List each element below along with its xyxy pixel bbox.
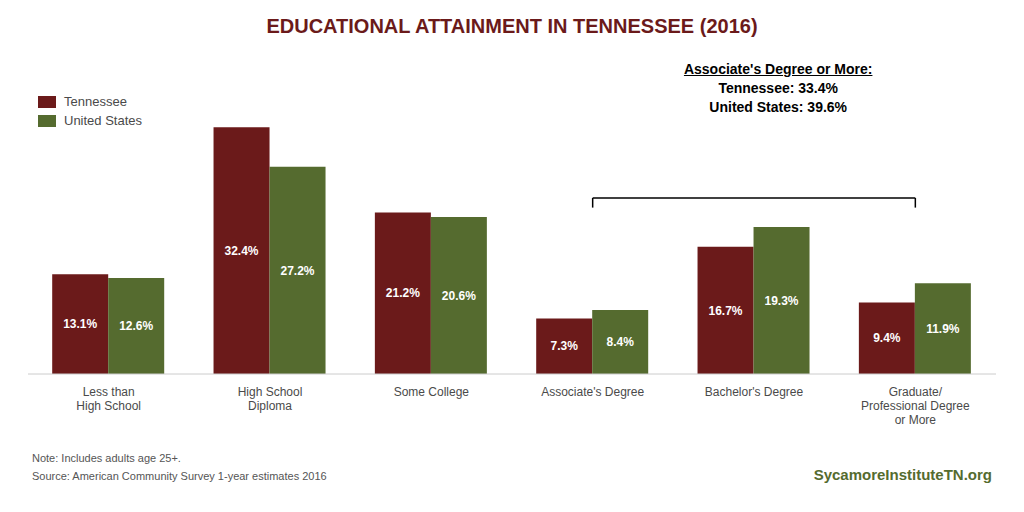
html-text:Tennessee: 33.4%: Tennessee: 33.4% — [718, 80, 838, 96]
html-text:Source: American Community Sur: Source: American Community Survey 1-year… — [32, 470, 327, 482]
html-text:EDUCATIONAL ATTAINMENT IN TENN: EDUCATIONAL ATTAINMENT IN TENNESSEE (201… — [266, 15, 758, 37]
html-text:United States: United States — [64, 113, 142, 128]
svg-text:Graduate/Professional Degreeor: Graduate/Professional Degreeor More — [861, 385, 970, 427]
svg-text:11.9%: 11.9% — [926, 322, 960, 336]
html-text:SycamoreInstituteTN.org: SycamoreInstituteTN.org — [813, 466, 992, 483]
html-text:Note: Includes adults age 25+.: Note: Includes adults age 25+. — [32, 452, 181, 464]
html-text:Associate's Degree or More:: Associate's Degree or More: — [683, 61, 873, 77]
svg-text:Less thanHigh School: Less thanHigh School — [76, 385, 141, 413]
svg-text:7.3%: 7.3% — [551, 339, 579, 353]
svg-text:Some College: Some College — [394, 385, 470, 399]
svg-text:27.2%: 27.2% — [281, 264, 315, 278]
svg-text:32.4%: 32.4% — [225, 244, 259, 258]
svg-text:16.7%: 16.7% — [709, 304, 743, 318]
svg-text:12.6%: 12.6% — [119, 319, 153, 333]
svg-text:Associate's Degree: Associate's Degree — [541, 385, 644, 399]
svg-text:20.6%: 20.6% — [442, 289, 476, 303]
svg-text:9.4%: 9.4% — [873, 331, 901, 345]
html-text:Tennessee: Tennessee — [64, 94, 127, 109]
svg-text:Bachelor's Degree: Bachelor's Degree — [705, 385, 804, 399]
svg-text:High SchoolDiploma: High SchoolDiploma — [238, 385, 303, 413]
html-text:United States: 39.6%: United States: 39.6% — [709, 99, 847, 115]
svg-text:13.1%: 13.1% — [63, 317, 97, 331]
svg-text:21.2%: 21.2% — [386, 286, 420, 300]
svg-text:19.3%: 19.3% — [765, 294, 799, 308]
svg-text:8.4%: 8.4% — [607, 335, 635, 349]
